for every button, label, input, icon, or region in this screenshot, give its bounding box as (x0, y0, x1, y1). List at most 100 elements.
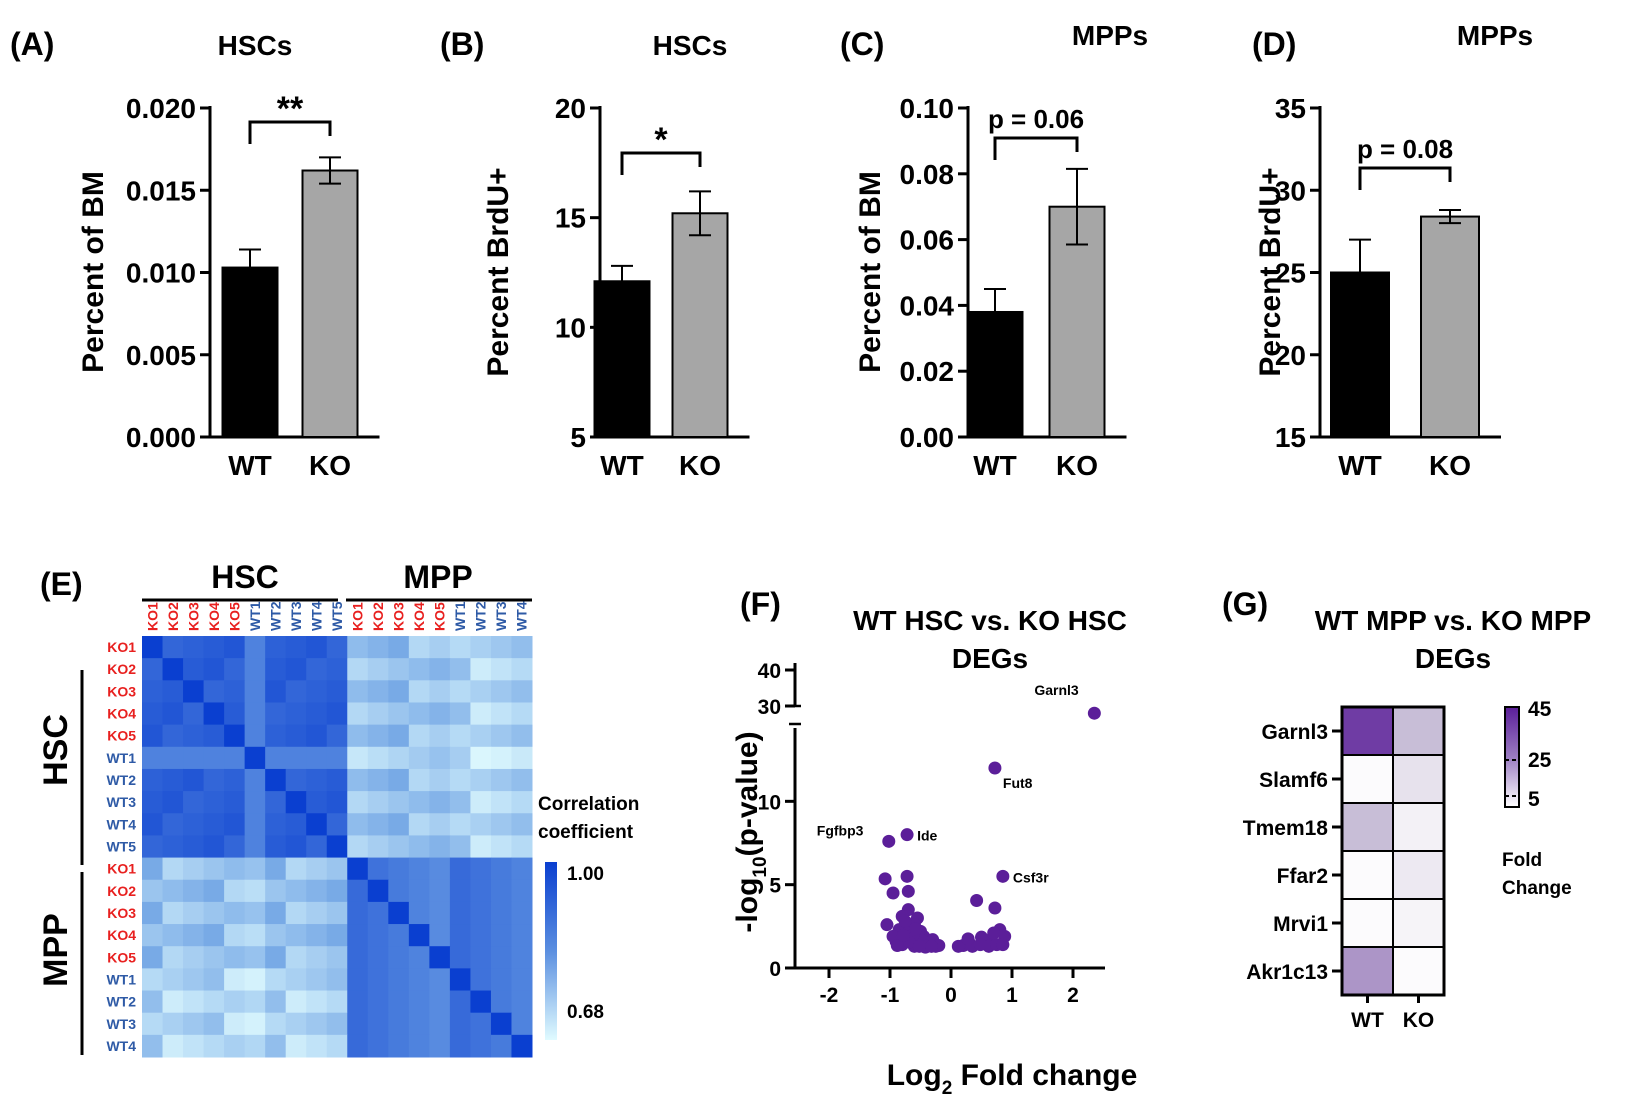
heatmap-cell (429, 636, 451, 659)
column-label-wt: WT (1351, 1009, 1384, 1032)
heatmap-cell (511, 658, 533, 681)
y-tick-label: 10 (555, 312, 586, 343)
heatmap-cell (470, 835, 492, 859)
heatmap-cell (162, 702, 184, 726)
y-tick-label: 40 (758, 660, 781, 683)
volcano-point-fgfbp3 (882, 834, 896, 848)
heatmap-cell (429, 791, 451, 814)
volcano-point (912, 939, 926, 953)
heatmap-cell (265, 791, 287, 814)
heatmap-cell (388, 746, 410, 770)
panel-f-gene-labels: Garnl3 Fut8 Fgfbp3 Ide Csf3r (817, 682, 1079, 885)
panel-g-colorbar (1504, 706, 1520, 808)
heatmap-cell (285, 857, 307, 881)
heatmap-cell (224, 857, 246, 881)
heatmap-row-label: KO4 (107, 927, 136, 943)
panel-d-significance: p = 0.08 (1357, 134, 1453, 190)
heatmap-cell (142, 968, 164, 992)
x-tick-label: -1 (881, 984, 900, 1007)
heatmap-cell (429, 835, 451, 859)
heatmap-cell (429, 658, 451, 681)
volcano-point (878, 872, 892, 886)
heatmap-cell (244, 791, 266, 814)
y-tick-label: 10 (758, 791, 781, 814)
heatmap-cell (490, 724, 512, 748)
heatmap-cell (162, 879, 184, 903)
heatmap-row-label: KO5 (107, 949, 136, 965)
heatmap-cell (470, 680, 492, 703)
heatmap-cell (388, 658, 410, 681)
heatmap-cell (285, 813, 307, 836)
heatmap-cell (224, 968, 246, 992)
heatmap-cell (449, 857, 471, 881)
heatmap-cell (265, 724, 287, 748)
heatmap-cell (408, 702, 430, 726)
heatmap-cell (162, 968, 184, 992)
heatmap-row-label: WT5 (106, 839, 136, 855)
heatmap-cell (511, 835, 533, 859)
y-tick-label: 0.06 (900, 225, 955, 256)
heatmap-cell (347, 724, 369, 748)
x-tick-label: 2 (1067, 984, 1079, 1007)
heatmap-cell (285, 746, 307, 770)
volcano-point (951, 939, 965, 953)
heatmap-cell (203, 724, 225, 748)
heatmap-cell (326, 768, 348, 792)
heatmap-cell (326, 680, 348, 703)
heatmap-cell (511, 702, 533, 726)
heatmap-cell (183, 746, 205, 770)
heatmap-cell (511, 901, 533, 925)
heatmap-cell (285, 990, 307, 1014)
heatmap-cell (490, 680, 512, 703)
fold-change-cell (1392, 706, 1445, 756)
panel-a: (A) HSCs Percent of BM 0.0000.0050.0100.… (10, 26, 380, 481)
panel-f-ylabel-rest: (p-value) (731, 731, 764, 856)
heatmap-cell (490, 1012, 512, 1036)
heatmap-cell (490, 658, 512, 681)
heatmap-cell (306, 680, 328, 703)
panel-c-bars: WT KO (966, 167, 1106, 481)
heatmap-cell (142, 1034, 164, 1058)
heatmap-column-label: WT3 (288, 601, 304, 631)
heatmap-cell (203, 901, 225, 925)
heatmap-cell (429, 901, 451, 925)
heatmap-cell (429, 746, 451, 770)
panel-e-colorbar (545, 862, 557, 1040)
heatmap-cell (326, 791, 348, 814)
heatmap-cell (326, 946, 348, 969)
heatmap-cell (490, 791, 512, 814)
heatmap-row-label: WT3 (106, 1016, 136, 1032)
heatmap-cell (162, 680, 184, 703)
heatmap-cell (285, 636, 307, 659)
heatmap-cell (326, 724, 348, 748)
heatmap-cell (224, 768, 246, 792)
x-category-wt: WT (973, 450, 1017, 481)
heatmap-cell (408, 768, 430, 792)
panel-c-significance: p = 0.06 (988, 104, 1084, 160)
heatmap-cell (285, 835, 307, 859)
heatmap-cell (224, 901, 246, 925)
panel-f-ylabel: -log10(p-value) (731, 731, 771, 932)
heatmap-cell (142, 813, 164, 836)
panel-b: (B) HSCs Percent BrdU+ 5 10 15 20 WT KO * (440, 26, 750, 481)
x-category-wt: WT (600, 450, 644, 481)
heatmap-cell (490, 1034, 512, 1058)
y-tick-label: 15 (555, 203, 586, 234)
panel-c-ylabel: Percent of BM (854, 171, 887, 373)
panel-g-title-line2: DEGs (1415, 643, 1491, 674)
fold-change-cell (1341, 754, 1394, 804)
heatmap-cell (449, 968, 471, 992)
heatmap-cell (326, 901, 348, 925)
heatmap-cell (367, 813, 389, 836)
heatmap-cell (244, 658, 266, 681)
volcano-point-csf3r (996, 869, 1010, 883)
heatmap-cell (470, 658, 492, 681)
heatmap-column-label: KO2 (370, 602, 386, 631)
heatmap-cell (183, 924, 205, 947)
panel-d-sig-text: p = 0.08 (1357, 134, 1453, 164)
heatmap-cell (244, 813, 266, 836)
x-tick-label: 0 (945, 984, 957, 1007)
y-tick-label: 30 (758, 696, 781, 719)
heatmap-cell (347, 1012, 369, 1036)
